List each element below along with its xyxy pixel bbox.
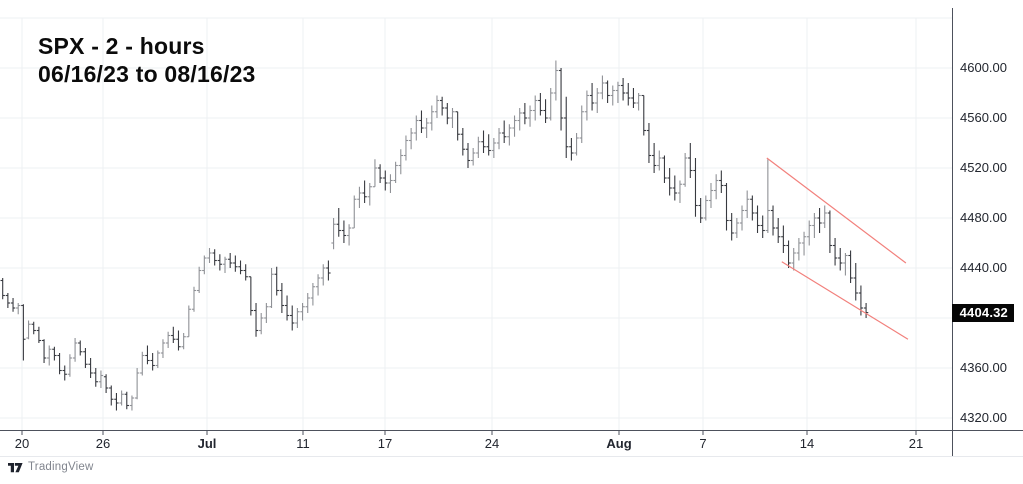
panel-separator [0, 456, 1023, 457]
time-axis-label: 11 [296, 436, 310, 451]
price-axis-label: 4360.00 [960, 360, 1007, 375]
price-axis-label: 4560.00 [960, 110, 1007, 125]
price-axis-label: 4600.00 [960, 60, 1007, 75]
tradingview-logo[interactable]: TradingView [8, 461, 93, 473]
price-axis-label: 4480.00 [960, 210, 1007, 225]
chart-title-line1: SPX - 2 - hours [38, 33, 205, 59]
tradingview-logo-icon [8, 462, 23, 472]
time-axis-label: 7 [699, 436, 707, 451]
time-axis-label: 26 [95, 436, 111, 451]
price-axis-label: 4440.00 [960, 260, 1007, 275]
time-axis-border [0, 430, 1023, 431]
last-price-badge: 4404.32 [952, 303, 1014, 322]
plot-area[interactable] [0, 0, 1023, 460]
price-axis-border [952, 8, 953, 456]
trendline-channel-upper[interactable] [766, 157, 907, 264]
chart-title-line2: 06/16/23 to 08/16/23 [38, 61, 256, 87]
time-axis-label: Jul [197, 436, 217, 451]
trendline-channel-lower[interactable] [781, 261, 909, 340]
time-axis-label: 14 [799, 436, 815, 451]
time-axis-label: 17 [377, 436, 393, 451]
price-axis-label: 4520.00 [960, 160, 1007, 175]
price-axis-label: 4320.00 [960, 410, 1007, 425]
time-axis-label: 20 [14, 436, 30, 451]
time-axis-label: 21 [908, 436, 924, 451]
time-axis-label: 24 [484, 436, 500, 451]
chart-title: SPX - 2 - hours 06/16/23 to 08/16/23 [38, 32, 256, 88]
time-axis-label: Aug [606, 436, 632, 451]
tradingview-logo-text: TradingView [28, 461, 94, 473]
